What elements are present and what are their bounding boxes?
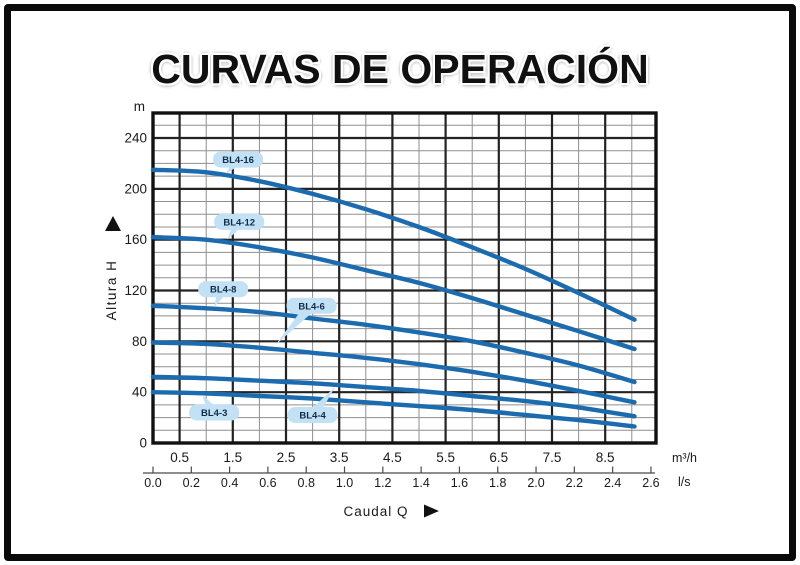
x-tick-ls: 2.6 bbox=[642, 476, 659, 490]
x-tick-m3h: 5.5 bbox=[436, 450, 455, 465]
y-axis-title: Altura H bbox=[104, 260, 119, 321]
tag-bubble bbox=[213, 151, 264, 168]
curve-tag-BL4-6 bbox=[275, 297, 337, 346]
y-axis-unit: m bbox=[134, 99, 145, 114]
x-tick-ls: 0.4 bbox=[221, 476, 238, 490]
x-tick-ls: 0.6 bbox=[259, 476, 276, 490]
curve-BL4-4 bbox=[150, 374, 637, 419]
up-arrow-icon bbox=[105, 216, 121, 231]
curve-tag-BL4-12 bbox=[214, 213, 265, 240]
x-tick-ls: 1.6 bbox=[451, 476, 468, 490]
x-tick-ls: 2.2 bbox=[566, 476, 583, 490]
y-tick-label: 120 bbox=[124, 283, 147, 298]
x-tick-m3h: 2.5 bbox=[277, 450, 296, 465]
x-tick-ls: 2.0 bbox=[527, 476, 544, 490]
y-tick-label: 200 bbox=[124, 181, 147, 196]
plot-border bbox=[151, 111, 658, 445]
curve-BL4-6 bbox=[150, 340, 637, 405]
x-axis-unit-m3h: m³/h bbox=[672, 451, 697, 465]
tag-label: BL4-12 bbox=[223, 217, 255, 228]
curve-tag-BL4-16 bbox=[213, 151, 264, 174]
x-tick-ls: 0.2 bbox=[183, 476, 200, 490]
curve-BL4-3 bbox=[150, 389, 637, 429]
tag-bubble bbox=[287, 407, 338, 424]
curve-BL4-16 bbox=[150, 167, 637, 322]
tag-bubble bbox=[189, 404, 240, 421]
tag-bubble bbox=[286, 297, 337, 314]
curve-tags bbox=[189, 151, 338, 424]
x-tick-m3h: 7.5 bbox=[543, 450, 562, 465]
tag-label: BL4-4 bbox=[299, 411, 326, 422]
curve-tag-BL4-3 bbox=[189, 394, 240, 421]
x-tick-m3h: 0.5 bbox=[170, 450, 189, 465]
x-tick-ls: 1.0 bbox=[336, 476, 353, 490]
x-axis-title: Caudal Q bbox=[343, 504, 408, 519]
y-tick-label: 80 bbox=[132, 334, 147, 349]
x-axis-unit-ls: l/s bbox=[678, 475, 691, 489]
tag-label: BL4-6 bbox=[298, 301, 324, 312]
right-arrow-icon bbox=[424, 504, 439, 518]
x-tick-m3h: 4.5 bbox=[383, 450, 402, 465]
curve-tag-BL4-8 bbox=[198, 281, 249, 308]
curve-BL4-12 bbox=[150, 234, 637, 352]
tag-bubble bbox=[198, 281, 249, 298]
grid-major-lines bbox=[153, 113, 656, 443]
curve-tag-BL4-4 bbox=[287, 387, 338, 424]
tag-label: BL4-16 bbox=[222, 155, 254, 166]
tag-bubble bbox=[214, 213, 265, 230]
x-tick-ls: 1.8 bbox=[489, 476, 506, 490]
x-tick-m3h: 8.5 bbox=[596, 450, 615, 465]
x-tick-m3h: 1.5 bbox=[223, 450, 242, 465]
y-tick-label: 160 bbox=[124, 232, 147, 247]
x-tick-m3h: 6.5 bbox=[489, 450, 508, 465]
pump-curves bbox=[150, 167, 637, 429]
x-tick-ls: 2.4 bbox=[604, 476, 621, 490]
x-tick-ls: 1.4 bbox=[412, 476, 429, 490]
x-tick-ls: 1.2 bbox=[374, 476, 391, 490]
outer-border-frame bbox=[4, 4, 796, 561]
x-tick-ls: 0.8 bbox=[298, 476, 315, 490]
x-tick-ls: 0.0 bbox=[144, 476, 161, 490]
curve-BL4-8 bbox=[150, 303, 637, 385]
y-tick-label: 240 bbox=[124, 131, 147, 146]
page-title: CURVAS DE OPERACIÓN bbox=[151, 46, 649, 93]
y-tick-label: 0 bbox=[139, 436, 147, 451]
y-tick-label: 40 bbox=[132, 385, 147, 400]
x-tick-m3h: 3.5 bbox=[330, 450, 349, 465]
tag-label: BL4-3 bbox=[201, 408, 227, 419]
tag-label: BL4-8 bbox=[210, 285, 236, 296]
